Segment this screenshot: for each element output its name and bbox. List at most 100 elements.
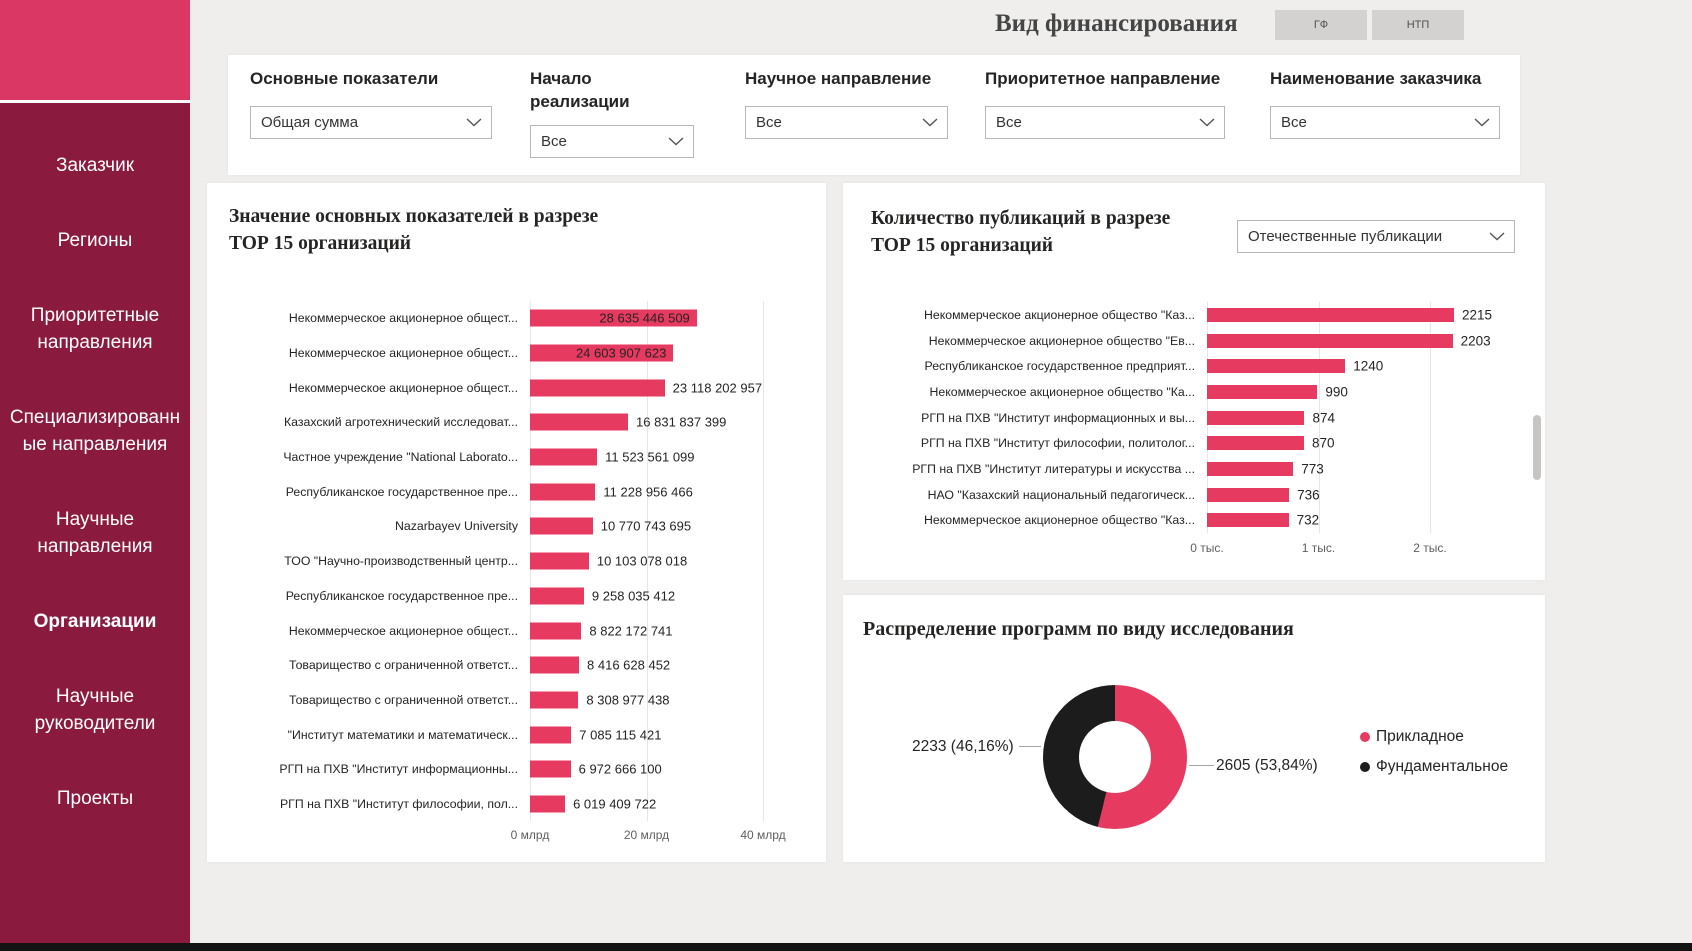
filter-group: Начало реализации Все (530, 68, 694, 158)
bar[interactable] (1207, 307, 1454, 322)
bar[interactable] (1207, 436, 1304, 451)
bar[interactable] (1207, 359, 1346, 374)
x-axis: 0 млрд 20 млрд 40 млрд (207, 828, 826, 846)
category-label: Частное учреждение "National Laborato... (283, 450, 518, 465)
chevron-down-icon (466, 118, 482, 127)
chart-row: "Институт математики и математическ... 7 … (207, 717, 826, 752)
axis-tick-label: 40 млрд (740, 828, 786, 842)
sidebar-item-5[interactable]: Научные направления (37, 508, 153, 557)
sidebar-item-3[interactable]: Приоритетные направления (30, 304, 160, 353)
label-leader-line (1189, 765, 1214, 766)
plot-area: 773 (1207, 456, 1545, 482)
bar[interactable] (530, 587, 584, 605)
chart-row: Nazarbayev University 10 770 743 695 (207, 509, 826, 544)
chart-row: РГП на ПХВ "Институт информационны... 6 9… (207, 752, 826, 787)
sidebar-item-7[interactable]: Научные руководители (34, 685, 156, 734)
chart-row: РГП на ПХВ "Институт философии, пол... 6 … (207, 787, 826, 822)
chart-row: Некоммерческое акционерное общест... 23 1… (207, 370, 826, 405)
bar[interactable] (530, 726, 572, 744)
sidebar-item-8[interactable]: Проекты (56, 787, 134, 809)
indicators-chart-card: Значение основных показателей в разрезе … (207, 183, 826, 862)
chevron-down-icon (922, 118, 938, 127)
chart-row: Некоммерческое акционерное общество "Ка.… (843, 379, 1545, 405)
bar[interactable] (530, 483, 596, 501)
legend-dot (1360, 762, 1370, 772)
sidebar-item-1[interactable]: Заказчик (55, 155, 135, 176)
plot-area: 8 416 628 452 (530, 648, 826, 683)
publication-type-dropdown[interactable]: Отечественные публикации (1237, 220, 1515, 253)
chart-title: Значение основных показателей в разрезе … (207, 183, 826, 258)
category-label: Некоммерческое акционерное общество "Ев.… (928, 333, 1195, 348)
chart-row: ТОО "Научно-производственный центр... 10 … (207, 544, 826, 579)
value-label: 23 118 202 957 (672, 380, 763, 396)
bar[interactable] (530, 379, 665, 397)
chart-title: Распределение программ по виду исследова… (863, 618, 1294, 640)
bar[interactable] (530, 309, 697, 327)
category-label: ТОО "Научно-производственный центр... (284, 554, 518, 569)
bar[interactable] (530, 448, 598, 466)
ntp-button[interactable]: НТП (1372, 10, 1464, 40)
category-label: Некоммерческое акционерное общест... (288, 623, 518, 638)
filter-dropdown[interactable]: Все (985, 105, 1225, 139)
value-label: 16 831 837 399 (636, 414, 727, 430)
axis-tick-label: 2 тыс. (1413, 541, 1447, 555)
category-label: РГП на ПХВ "Институт информационных и вы… (921, 410, 1195, 425)
bar[interactable] (530, 691, 579, 709)
filter-dropdown[interactable]: Общая сумма (250, 105, 492, 139)
bar[interactable] (530, 622, 582, 640)
gridline (1318, 302, 1320, 534)
programs-donut-card: Распределение программ по виду исследова… (843, 595, 1545, 862)
bar-chart-plot: Некоммерческое акционерное общество "Каз… (843, 302, 1545, 534)
bar[interactable] (1207, 461, 1294, 476)
bar[interactable] (530, 795, 566, 813)
chart-row: Товарищество с ограниченной ответст... 8 … (207, 683, 826, 718)
bar[interactable] (1207, 410, 1305, 425)
filter-dropdown[interactable]: Все (745, 105, 948, 139)
filter-panel: Основные показатели Общая сумма Начало реа… (228, 55, 1520, 175)
page-title: Вид финансирования (995, 10, 1238, 37)
filter-dropdown[interactable]: Все (530, 124, 694, 158)
bar[interactable] (1207, 513, 1289, 528)
bar[interactable] (530, 517, 593, 535)
value-label: 8 416 628 452 (587, 657, 671, 673)
plot-area: 10 103 078 018 (530, 544, 826, 579)
legend-item-2[interactable]: Фундаментальное (1360, 758, 1508, 776)
filter-label: Наименование заказчика (1270, 69, 1482, 88)
plot-area: 990 (1207, 379, 1545, 405)
plot-area: 8 822 172 741 (530, 613, 826, 648)
plot-area: 16 831 837 399 (530, 405, 826, 440)
category-label: Некоммерческое акционерное общество "Ка.… (929, 384, 1195, 399)
filter-dropdown[interactable]: Все (1270, 105, 1500, 139)
sidebar-item-2[interactable]: Регионы (57, 229, 133, 251)
chart-row: НАО "Казахский национальный педагогическ… (843, 482, 1545, 508)
scrollbar[interactable] (1533, 415, 1541, 480)
bar[interactable] (1207, 487, 1290, 502)
filter-group: Приоритетное направление Все (985, 68, 1225, 139)
sidebar-item-6[interactable]: Организации (33, 610, 157, 632)
chart-row: РГП на ПХВ "Институт философии, политоло… (843, 430, 1545, 456)
slice-label-fundamental: 2233 (46,16%) (912, 738, 1014, 755)
value-label: 6 972 666 100 (578, 761, 662, 777)
bar[interactable] (530, 552, 589, 570)
bar[interactable] (530, 760, 571, 778)
chevron-down-icon (1474, 118, 1490, 127)
bar[interactable] (530, 656, 580, 674)
category-label: РГП на ПХВ "Институт философии, пол... (279, 796, 518, 811)
bar[interactable] (530, 344, 674, 362)
bar[interactable] (1207, 333, 1453, 348)
bar[interactable] (530, 413, 629, 431)
category-label: Некоммерческое акционерное общест... (288, 380, 518, 395)
value-label: 8 308 977 438 (586, 692, 670, 708)
bar[interactable] (1207, 384, 1318, 399)
gf-button[interactable]: ГФ (1275, 10, 1367, 40)
chart-row: Некоммерческое акционерное общест... 8 82… (207, 613, 826, 648)
legend-label: Фундаментальное (1376, 758, 1509, 775)
value-label: 990 (1325, 384, 1348, 400)
value-label: 28 635 446 509 (599, 310, 690, 326)
value-label: 874 (1312, 410, 1335, 426)
legend-item-1[interactable]: Прикладное (1360, 728, 1508, 746)
funding-type-toggle: ГФ НТП (1275, 10, 1464, 40)
sidebar-item-4[interactable]: Специализированные направления (9, 406, 181, 455)
value-label: 2203 (1460, 333, 1491, 349)
dropdown-value: Все (1281, 113, 1307, 131)
